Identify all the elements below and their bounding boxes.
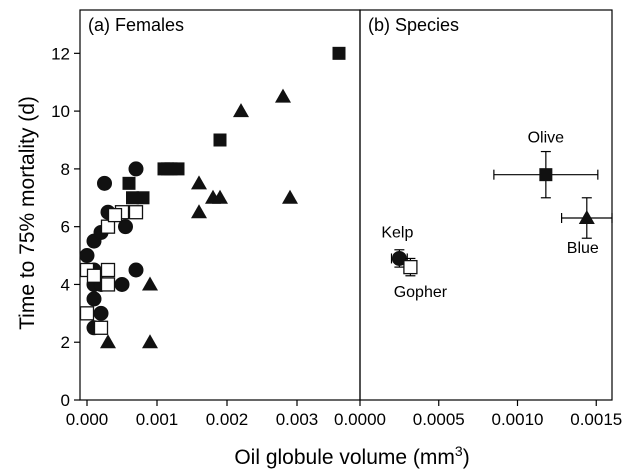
species-point-olive — [539, 168, 553, 182]
x-tick-label: 0.001 — [136, 410, 179, 429]
x-tick-label: 0.0010 — [492, 410, 544, 429]
x-tick-label: 0.0005 — [413, 410, 465, 429]
data-point-circle — [93, 305, 109, 321]
data-point-circle — [97, 175, 112, 191]
panel-species: (b) Species 0.0000 0.0005 0.0010 0.0015 Kelp G… — [334, 9, 622, 429]
x-tick-label: 0.002 — [206, 410, 249, 429]
data-point-triangle — [275, 88, 291, 103]
data-point-circle — [79, 248, 95, 264]
y-tick-label: 6 — [61, 218, 70, 237]
data-point-square — [332, 46, 346, 60]
data-point-triangle — [142, 334, 158, 349]
data-point-circle — [128, 161, 144, 177]
panel-frame — [359, 9, 613, 401]
data-point-triangle — [100, 334, 116, 349]
data-point-square-open — [128, 205, 144, 220]
x-axis-title-main: Oil globule volume (mm — [234, 446, 455, 469]
data-point-square-open — [100, 277, 116, 292]
y-axis-title: Time to 75% mortality (d) — [16, 96, 39, 330]
data-point-square-open — [100, 262, 116, 278]
data-point-triangle — [233, 103, 249, 118]
panel-title: (b) Species — [368, 15, 459, 35]
species-point-blue — [578, 210, 595, 224]
data-point-triangle — [212, 189, 228, 204]
y-tick-label: 8 — [61, 160, 70, 179]
x-axis-title-superscript: 3 — [455, 443, 463, 459]
data-point-circle — [86, 291, 102, 307]
species-label-olive: Olive — [528, 130, 565, 147]
data-point-square-open — [107, 207, 123, 223]
y-tick-label: 10 — [51, 102, 70, 121]
data-point-circle — [128, 262, 144, 278]
data-point-square — [122, 176, 136, 190]
x-tick-label: 0.0000 — [334, 410, 386, 429]
panel-title: (a) Females — [88, 15, 184, 35]
y-tick-label: 4 — [61, 275, 70, 294]
data-point-triangle — [191, 175, 207, 190]
data-point-triangle — [282, 189, 298, 204]
axis-titles: Time to 75% mortality (d) Oil globule vo… — [16, 96, 470, 469]
data-point-circle — [114, 276, 130, 292]
data-point-square-open — [79, 306, 95, 321]
species-label-kelp: Kelp — [381, 224, 413, 241]
data-point-square-open — [86, 268, 102, 283]
x-tick-label: 0.003 — [276, 410, 319, 429]
data-point-square — [136, 191, 150, 205]
data-point-triangle — [191, 204, 207, 219]
data-point-square — [213, 133, 227, 147]
data-point-triangle — [142, 276, 158, 291]
x-tick-label: 0.000 — [66, 410, 109, 429]
x-axis-title: Oil globule volume (mm3) — [234, 443, 469, 469]
data-point-square-open — [93, 320, 109, 335]
y-tick-label: 2 — [61, 333, 70, 352]
x-axis-title-close: ) — [463, 446, 470, 469]
panel-frame — [79, 9, 361, 401]
species-point-gopher — [403, 259, 418, 275]
x-tick-label: 0.0015 — [570, 410, 622, 429]
y-tick-label: 0 — [61, 391, 70, 410]
y-tick-label: 12 — [51, 44, 70, 63]
species-label-gopher: Gopher — [394, 284, 448, 301]
panel-females: (a) Females 0.000 0.001 0.002 0.003 0 2 4 6 8 10 12 — [51, 9, 361, 429]
data-point-circle — [118, 219, 133, 235]
data-point-square — [171, 162, 185, 176]
species-label-blue: Blue — [567, 240, 599, 257]
data-point-square — [126, 191, 139, 205]
